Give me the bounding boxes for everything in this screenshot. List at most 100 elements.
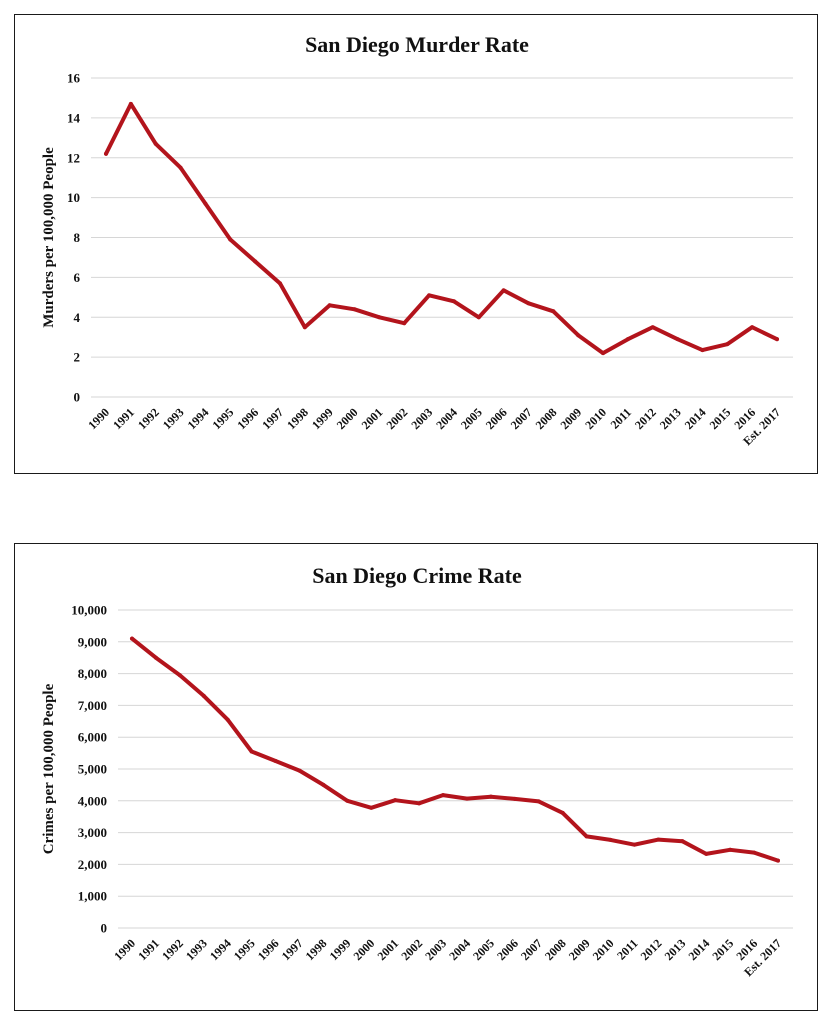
x-tick-label: 2010 (590, 936, 617, 963)
x-tick-label: 1998 (284, 405, 311, 432)
y-tick-label: 8 (74, 230, 81, 245)
data-point (225, 717, 230, 722)
data-point (728, 847, 733, 852)
data-point (352, 307, 357, 312)
x-tick-label: 1990 (111, 936, 138, 963)
x-tick-label: 2012 (638, 936, 665, 963)
data-point (512, 796, 517, 801)
x-tick-label: 2009 (566, 936, 593, 963)
data-point (601, 351, 606, 356)
x-tick-label: 1991 (135, 936, 162, 963)
x-tick-label: 1995 (210, 405, 237, 432)
data-point (128, 101, 133, 106)
y-tick-label: 16 (67, 71, 81, 86)
data-point (153, 655, 158, 660)
x-tick-label: 2005 (470, 936, 497, 963)
data-point (177, 673, 182, 678)
data-point (650, 325, 655, 330)
x-tick-label: 2000 (351, 936, 378, 963)
x-tick-label: 2003 (408, 405, 435, 432)
x-tick-label: 1998 (303, 936, 330, 963)
data-point (393, 798, 398, 803)
data-point (476, 315, 481, 320)
murder-rate-chart: San Diego Murder Rate Murders per 100,000… (41, 32, 793, 448)
data-point (321, 782, 326, 787)
x-tick-label: 1994 (185, 405, 212, 432)
y-axis-label: Crimes per 100,000 People (41, 683, 57, 854)
x-tick-label: 2006 (494, 936, 521, 963)
data-point (273, 759, 278, 764)
data-point (377, 315, 382, 320)
data-point (464, 796, 469, 801)
crime-rate-chart: San Diego Crime Rate Crimes per 100,000 P… (41, 563, 793, 979)
data-point (680, 839, 685, 844)
y-tick-label: 4,000 (78, 793, 107, 808)
x-tick-label: 2000 (334, 405, 361, 432)
y-axis-label: Murders per 100,000 People (41, 147, 57, 328)
y-tick-label: 9,000 (78, 634, 107, 649)
x-tick-label: 1993 (183, 936, 210, 963)
crime-rate-chart-panel: San Diego Crime Rate Crimes per 100,000 P… (14, 543, 818, 1011)
data-point (327, 303, 332, 308)
x-tick-label: 2010 (582, 405, 609, 432)
y-tick-label: 0 (74, 390, 81, 405)
data-point (704, 851, 709, 856)
data-point (576, 333, 581, 338)
x-tick-label: 2008 (533, 405, 560, 432)
x-tick-label: 2012 (632, 405, 659, 432)
data-point (277, 281, 282, 286)
x-tick-label: 1997 (279, 936, 306, 963)
x-tick-label: 2013 (662, 936, 689, 963)
data-point (427, 293, 432, 298)
data-point (536, 799, 541, 804)
x-tick-label: 1992 (159, 936, 186, 963)
data-point (656, 837, 661, 842)
data-point (560, 810, 565, 815)
x-tick-label: 2004 (446, 936, 473, 963)
x-tick-label: 2001 (374, 936, 401, 963)
x-tick-label: 2015 (709, 936, 736, 963)
data-point (608, 837, 613, 842)
x-tick-label: 1994 (207, 936, 234, 963)
x-tick-label: 2001 (359, 405, 386, 432)
x-tick-label: 2002 (398, 936, 425, 963)
data-point (632, 842, 637, 847)
data-point (700, 348, 705, 353)
data-point (584, 834, 589, 839)
y-tick-label: 2,000 (78, 857, 107, 872)
data-point (203, 201, 208, 206)
x-tick-label: 1997 (259, 405, 286, 432)
data-point (104, 151, 108, 156)
data-point (451, 299, 456, 304)
x-tick-label: 2009 (557, 405, 584, 432)
data-point (228, 237, 233, 242)
y-tick-label: 5,000 (78, 762, 107, 777)
x-tick-label: 1990 (85, 405, 112, 432)
data-point (253, 259, 258, 264)
x-tick-label: 1995 (231, 936, 258, 963)
chart-title: San Diego Crime Rate (312, 563, 522, 588)
x-tick-label: 2006 (483, 405, 510, 432)
x-tick-label: 1992 (135, 405, 162, 432)
x-tick-label: 2011 (608, 405, 634, 431)
x-tick-label: 1996 (255, 936, 282, 963)
data-point (675, 337, 680, 342)
data-point (776, 858, 780, 863)
data-point (249, 749, 254, 754)
y-tick-label: 2 (74, 350, 81, 365)
x-tick-label: 2008 (542, 936, 569, 963)
x-tick-label: 1999 (327, 936, 354, 963)
x-tick-label: 2002 (383, 405, 410, 432)
x-tick-label: 2004 (433, 405, 460, 432)
data-point (625, 337, 630, 342)
x-tick-label: 2003 (422, 936, 449, 963)
data-point (488, 794, 493, 799)
data-point (153, 141, 158, 146)
y-tick-label: 0 (101, 921, 108, 936)
data-point (526, 301, 531, 306)
x-tick-label: 2013 (657, 405, 684, 432)
data-point (201, 693, 206, 698)
series-line (104, 101, 779, 356)
data-point (775, 337, 779, 342)
data-point (297, 768, 302, 773)
